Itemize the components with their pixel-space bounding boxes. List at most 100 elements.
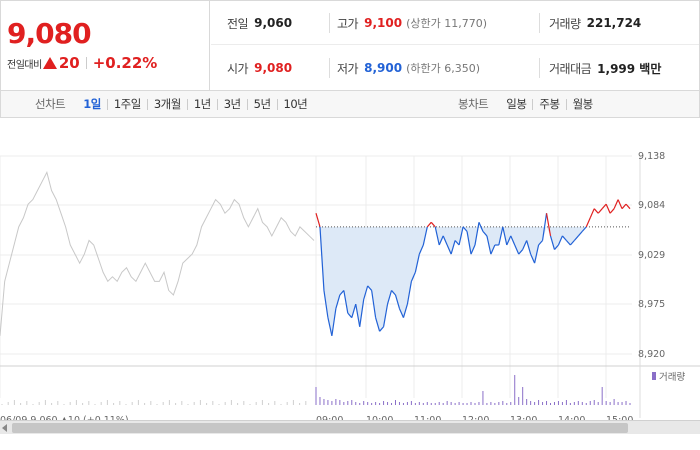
today-segment [434, 226, 440, 246]
divider [565, 98, 567, 110]
upper-limit: (상한가 11,770) [406, 17, 487, 30]
today-segment [625, 203, 631, 210]
today-segment [530, 253, 536, 264]
prev-day-line [0, 170, 315, 336]
period-1w-button[interactable]: 1주일 [113, 97, 141, 111]
today-segment [398, 308, 404, 318]
today-segment [319, 226, 325, 291]
today-segment [450, 240, 456, 255]
today-segment [526, 240, 532, 255]
chart-scrollbar[interactable] [0, 420, 700, 434]
today-segment [418, 244, 424, 255]
below-reference-fill [316, 226, 630, 336]
today-segment [454, 240, 460, 246]
volume-legend-label: 거래량 [659, 371, 685, 383]
today-segment [315, 213, 321, 228]
low-label: 저가 [337, 61, 359, 76]
period-1d-button[interactable]: 1일 [83, 97, 101, 111]
lower-limit: (하한가 6,350) [406, 62, 480, 75]
volume-legend: 거래량 [652, 371, 685, 383]
stats-row-1: 전일 9,060 고가 9,100 (상한가 11,770) 거래량 221,7… [211, 1, 699, 45]
change-row: 전일대비 20 +0.22% [7, 54, 157, 72]
today-segment [510, 235, 516, 246]
today-segment [593, 208, 599, 214]
weekly-candle-button[interactable]: 주봉 [539, 97, 560, 111]
today-segment [534, 244, 540, 264]
y-tick-label: 8,975 [638, 299, 665, 310]
today-segment [375, 317, 381, 332]
change-amount: 20 [58, 54, 80, 72]
today-segment [414, 253, 420, 273]
today-segment [355, 303, 361, 327]
prev-day-polyline [0, 170, 315, 336]
period-5y-button[interactable]: 5년 [253, 97, 271, 111]
high-label: 고가 [337, 16, 359, 31]
open-value: 9,080 [254, 61, 293, 75]
today-segment [581, 226, 587, 232]
divider [106, 98, 108, 110]
divider [539, 58, 540, 78]
line-chart-periods: 선차트 1일 1주일 3개월 1년 3년 5년 10년 [35, 96, 313, 112]
chart-grid [0, 155, 700, 418]
today-segment [335, 294, 341, 309]
today-segment [601, 203, 607, 210]
y-tick-label: 9,084 [638, 200, 665, 211]
period-10y-button[interactable]: 10년 [283, 97, 308, 111]
open-label: 시가 [227, 61, 249, 76]
period-1y-button[interactable]: 1년 [193, 97, 211, 111]
today-segment [458, 226, 464, 246]
daily-candle-button[interactable]: 일봉 [506, 97, 527, 111]
period-3m-button[interactable]: 3개월 [153, 97, 181, 111]
today-segment [446, 244, 452, 255]
monthly-candle-button[interactable]: 월봉 [572, 97, 594, 111]
scroll-left-icon[interactable] [2, 424, 7, 432]
today-segment [549, 235, 556, 250]
today-segment [402, 303, 408, 318]
today-segment [609, 208, 615, 214]
divider [186, 98, 188, 110]
today-segment [351, 303, 357, 318]
today-segment [506, 235, 512, 246]
divider [85, 57, 87, 69]
today-segment [514, 244, 520, 255]
today-segment [430, 221, 436, 228]
today-segment [406, 281, 412, 305]
today-segment [585, 217, 591, 228]
today-segment [438, 235, 444, 246]
today-segment [323, 290, 329, 318]
volume-label: 거래량 [549, 16, 581, 31]
today-segment [522, 240, 528, 250]
today-segment [339, 290, 345, 296]
today-segment [545, 213, 552, 237]
trade-value: 1,999 백만 [597, 61, 662, 76]
today-segment [617, 199, 623, 209]
today-segment [561, 235, 567, 241]
today-segment [347, 312, 353, 319]
today-segment [410, 272, 416, 282]
y-tick-label: 9,029 [638, 250, 665, 261]
today-segment [486, 235, 492, 255]
today-segment [597, 208, 603, 214]
today-segment [462, 226, 468, 232]
trade-value-cell: 거래대금 1,999 백만 [549, 46, 661, 90]
today-segment [343, 290, 349, 314]
period-3y-button[interactable]: 3년 [223, 97, 241, 111]
quote-summary: 9,080 전일대비 20 +0.22% 전일 9,060 고가 9,100 (… [0, 0, 700, 91]
divider [329, 13, 330, 33]
divider [146, 98, 148, 110]
today-segment [371, 290, 377, 318]
y-axis: 9,138 9,084 9,029 8,975 8,920 [638, 151, 665, 360]
today-segment [422, 226, 428, 246]
today-segment [382, 303, 389, 327]
line-chart-label: 선차트 [35, 97, 66, 111]
scrollbar-thumb[interactable] [12, 423, 628, 433]
today-segment [502, 226, 508, 246]
today-segment [394, 294, 401, 309]
today-segment [478, 222, 484, 232]
volume-legend-swatch [652, 372, 656, 380]
candle-chart-periods: 봉차트 일봉 주봉 월봉 [458, 96, 599, 112]
today-segment [466, 231, 472, 255]
today-segment [331, 308, 337, 336]
today-segment [470, 244, 476, 255]
